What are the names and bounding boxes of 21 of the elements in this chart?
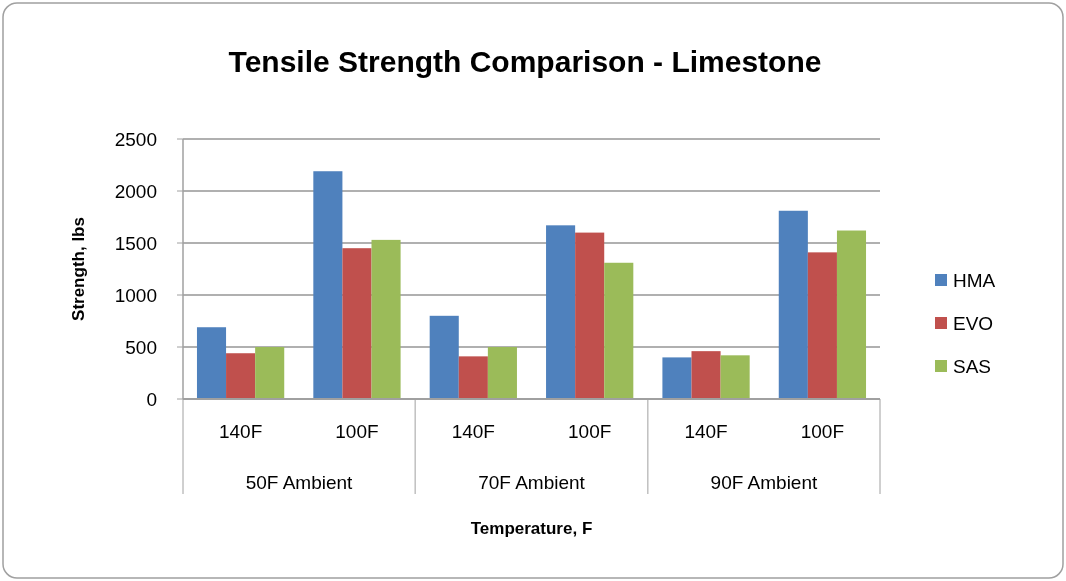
y-axis-title: Strength, lbs (69, 217, 88, 321)
y-tick-label: 2500 (114, 128, 157, 150)
y-tick-label: 500 (125, 336, 157, 358)
y-tick-label: 1500 (114, 232, 157, 254)
x-tick-label: 140F (684, 421, 728, 442)
y-tick-label: 2000 (114, 180, 157, 202)
y-tick-label: 1000 (114, 284, 157, 306)
x-axis-title: Temperature, F (470, 519, 593, 538)
legend-label: HMA (953, 269, 996, 291)
y-tick-label: 0 (146, 388, 157, 410)
text: 50F Ambient (245, 472, 354, 493)
text: 70F Ambient (478, 472, 586, 493)
chart-title: Tensile Strength Comparison - Limestone (228, 45, 822, 78)
x-tick-label: 100F (800, 421, 845, 442)
text: 90F Ambient (710, 472, 818, 493)
x-tick-label: 100F (335, 421, 379, 442)
x-tick-label: 140F (451, 421, 495, 442)
x-tick-label: 100F (568, 421, 612, 442)
legend-label: EVO (953, 312, 994, 334)
x-tick-label: 140F (218, 421, 263, 442)
legend-label: SAS (953, 355, 992, 377)
